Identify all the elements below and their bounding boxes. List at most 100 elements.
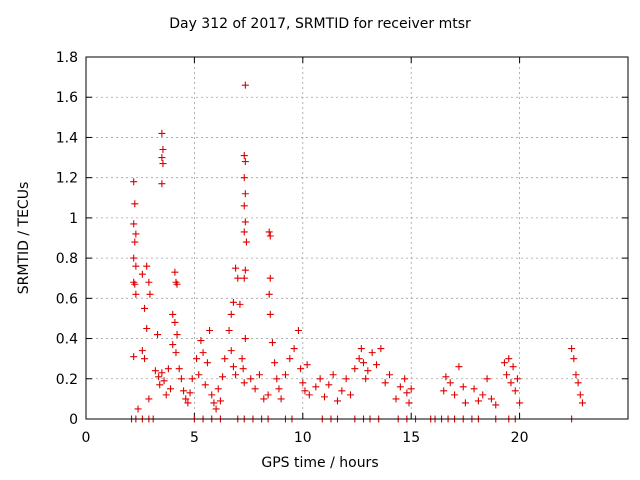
data-point [146,290,154,298]
data-point [167,385,175,393]
y-tick-label: 1.6 [56,90,78,106]
data-points [128,81,586,423]
data-point [156,381,164,389]
data-point [325,381,333,389]
y-tick-label: 0.4 [56,332,78,348]
data-point [503,371,511,379]
data-point [240,379,248,387]
data-point [301,387,309,395]
data-point [277,395,285,403]
data-point [362,375,370,383]
data-point [151,367,159,375]
data-point [241,190,249,198]
data-point [290,345,298,353]
data-point [239,365,247,373]
data-point [574,379,582,387]
data-point [505,355,513,363]
data-point [286,355,294,363]
data-point [268,339,276,347]
data-point [240,152,248,160]
data-point [159,160,167,168]
data-point [281,371,289,379]
data-point [260,395,268,403]
data-point [241,266,249,274]
y-tick-label: 1.8 [56,50,78,66]
y-tick-label: 1 [69,211,78,227]
data-point [266,310,274,318]
data-point [241,218,249,226]
data-point [266,232,274,240]
data-point [145,278,153,286]
y-tick-label: 0.8 [56,251,78,267]
data-point [247,375,255,383]
data-point [201,381,209,389]
y-tick-label: 1.2 [56,171,78,187]
data-point [173,331,181,339]
data-point [171,318,179,326]
data-point [141,355,149,363]
data-point [145,395,153,403]
data-point [219,373,227,381]
data-point [138,347,146,355]
data-point [175,365,183,373]
data-point [193,355,201,363]
data-point [199,349,207,357]
data-point [479,391,487,399]
data-point [141,304,149,312]
y-tick-label: 0.6 [56,291,78,307]
data-point [576,391,584,399]
data-point [251,385,259,393]
data-point [132,230,140,238]
data-point [470,385,478,393]
data-point [265,290,273,298]
data-point [164,365,172,373]
data-point [169,341,177,349]
data-point [130,220,138,228]
data-point [474,397,482,405]
data-point [155,373,163,381]
data-point [197,337,205,345]
data-point [241,81,249,89]
data-point [241,158,249,166]
data-point [143,262,151,270]
x-tick-label: 10 [294,430,312,446]
data-point [154,331,162,339]
data-point [405,399,413,407]
data-point [364,367,372,375]
data-point [172,349,180,357]
data-point [143,325,151,332]
x-tick-label: 15 [402,430,420,446]
data-point [381,379,389,387]
data-point [241,335,249,343]
data-point [440,387,448,395]
axis-ticks: 0 0.2 0.4 0.6 0.8 1 1.2 1.4 1.6 1.8 0 5 10 15 20 [56,50,628,446]
chart-title: Day 312 of 2017, SRMTID for receiver mts… [169,16,471,32]
x-tick-label: 5 [190,430,199,446]
data-point [401,375,409,383]
data-point [225,327,233,335]
data-point [130,178,138,186]
data-point [232,371,240,379]
data-point [360,359,368,367]
data-point [162,391,170,399]
data-point [212,405,220,413]
data-point [351,365,359,373]
data-point [214,385,222,393]
data-point [459,383,467,391]
data-point [236,300,244,308]
data-point [373,361,381,369]
data-point [492,401,500,409]
data-point [377,345,385,353]
data-point [184,399,192,407]
data-point [570,355,578,363]
data-point [271,359,279,367]
data-point [160,377,168,385]
data-point [407,385,415,393]
data-point [130,254,138,262]
data-point [158,154,166,162]
data-point [392,395,400,403]
data-point [206,327,214,335]
data-point [188,375,196,383]
data-point [242,238,250,246]
